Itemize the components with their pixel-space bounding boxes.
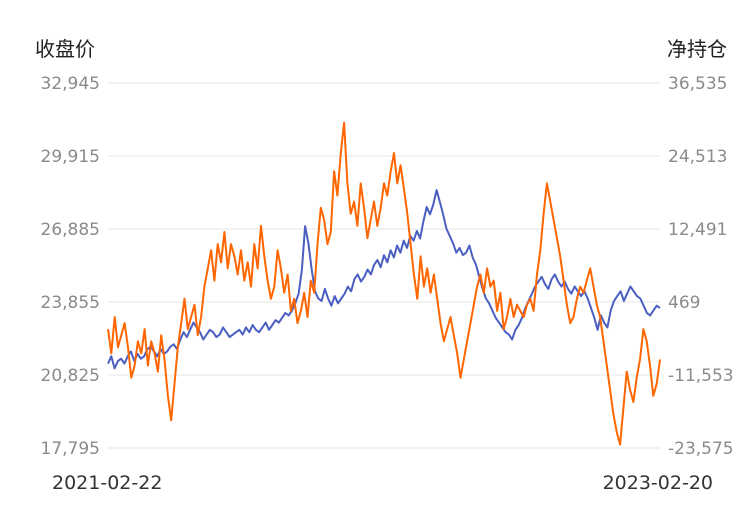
x-axis-start-date: 2021-02-22: [52, 472, 162, 494]
right-tick-label: 24,513: [668, 147, 727, 167]
left-tick-label: 23,855: [41, 293, 100, 313]
close-price-line: [107, 189, 661, 370]
right-tick-label: 469: [668, 293, 700, 313]
right-axis-ticks: 36,535 24,513 12,491 469 -11,553 -23,575: [668, 74, 734, 459]
right-tick-label: -11,553: [668, 366, 734, 386]
left-tick-label: 32,945: [41, 74, 100, 94]
right-tick-label: 12,491: [668, 220, 727, 240]
left-tick-label: 17,795: [41, 439, 100, 459]
left-axis-ticks: 32,945 29,915 26,885 23,855 20,825 17,795: [41, 74, 100, 459]
grid-lines: [108, 82, 660, 449]
left-tick-label: 26,885: [41, 220, 100, 240]
right-tick-label: -23,575: [668, 439, 734, 459]
right-axis-title: 净持仓: [667, 37, 727, 61]
left-axis-title: 收盘价: [35, 37, 95, 61]
x-axis-end-date: 2023-02-20: [603, 472, 713, 494]
right-tick-label: 36,535: [668, 74, 727, 94]
net-position-line: [107, 121, 661, 446]
series-layer: [107, 121, 661, 446]
left-tick-label: 20,825: [41, 366, 100, 386]
left-tick-label: 29,915: [41, 147, 100, 167]
